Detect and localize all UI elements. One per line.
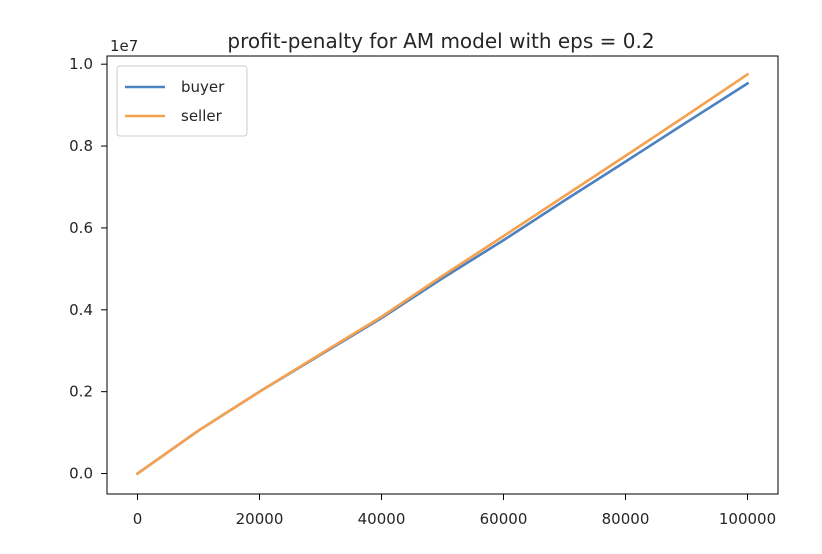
series-line-1 bbox=[135, 72, 750, 476]
y-tick-label: 0.6 bbox=[69, 219, 93, 237]
y-tick-label: 0.2 bbox=[69, 383, 93, 401]
y-tick-label: 0.8 bbox=[69, 137, 93, 155]
x-tick-label: 80000 bbox=[602, 510, 650, 528]
y-tick-label: 0.0 bbox=[69, 465, 93, 483]
series-line-0 bbox=[135, 81, 750, 476]
y-tick-label: 0.4 bbox=[69, 301, 93, 319]
y-axis-offset-label: 1e7 bbox=[110, 37, 138, 55]
x-tick-label: 60000 bbox=[480, 510, 528, 528]
legend: buyer seller bbox=[116, 65, 248, 137]
x-tick-label: 100000 bbox=[719, 510, 776, 528]
plot-area: 0 20000 40000 60000 80000 100000 0.0 0.2 0.4 0.6 0… bbox=[69, 55, 779, 528]
x-tick-label: 20000 bbox=[236, 510, 284, 528]
legend-box bbox=[116, 65, 248, 137]
legend-label-1: seller bbox=[181, 107, 223, 125]
x-tick-label: 0 bbox=[133, 510, 143, 528]
y-tick-label: 1.0 bbox=[69, 55, 93, 73]
chart-title: profit-penalty for AM model with eps = 0… bbox=[227, 29, 654, 53]
x-tick-label: 40000 bbox=[358, 510, 406, 528]
legend-label-0: buyer bbox=[181, 78, 225, 96]
axes-frame bbox=[106, 55, 779, 495]
